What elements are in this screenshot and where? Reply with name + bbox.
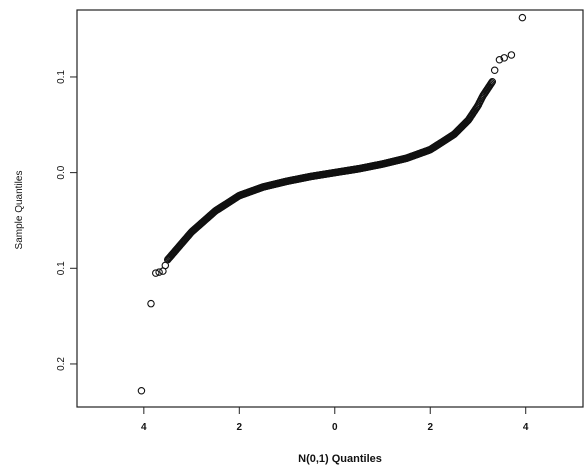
data-points [137, 13, 527, 395]
y-tick-label: 0.1 [56, 261, 67, 275]
x-tick-label: 4 [523, 422, 529, 433]
data-point [490, 66, 499, 75]
plot-frame [76, 9, 584, 408]
data-point [488, 78, 497, 86]
data-point [147, 299, 155, 308]
data-point [161, 261, 170, 270]
x-tick-label: 2 [427, 422, 433, 433]
y-axis-label: Sample Quantiles [14, 171, 25, 250]
data-point [487, 79, 496, 87]
x-tick-label: 4 [141, 422, 147, 433]
data-point [507, 51, 516, 59]
data-point [500, 54, 508, 62]
x-tick-label: 2 [237, 422, 243, 433]
data-point [137, 386, 146, 395]
x-axis: 4 2 0 2 4 [141, 407, 529, 433]
data-point [152, 269, 160, 277]
x-tick-label: 0 [332, 422, 338, 433]
y-tick-label: 0.2 [56, 357, 67, 371]
data-point [518, 13, 527, 22]
data-point [495, 55, 504, 64]
y-tick-label: 0.0 [56, 165, 67, 179]
y-axis: 0.1 0.0 0.1 0.2 [56, 70, 77, 371]
data-point [155, 268, 163, 276]
y-tick-label: 0.1 [56, 70, 67, 84]
x-axis-label: N(0,1) Quantiles [298, 453, 382, 465]
